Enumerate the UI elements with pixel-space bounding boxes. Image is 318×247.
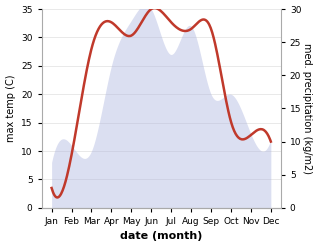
X-axis label: date (month): date (month)	[120, 231, 203, 242]
Y-axis label: max temp (C): max temp (C)	[5, 75, 16, 142]
Y-axis label: med. precipitation (kg/m2): med. precipitation (kg/m2)	[302, 43, 313, 174]
